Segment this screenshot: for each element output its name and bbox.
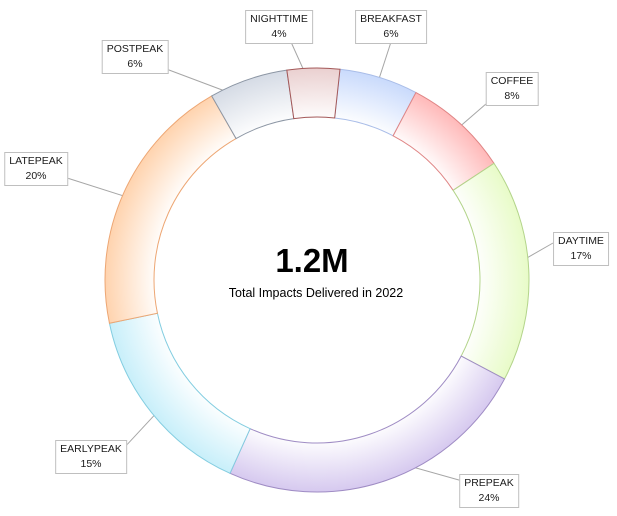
center-total-value: 1.2M (275, 242, 349, 279)
slice-daytime (452, 162, 530, 380)
slice-earlypeak (108, 312, 251, 475)
callout-label: PREPEAK (464, 477, 514, 489)
callout-percent: 6% (127, 58, 143, 70)
slice-latepeak (104, 95, 237, 324)
slice-prepeak (229, 355, 506, 493)
slice-nighttime (286, 67, 341, 120)
callout-percent: 4% (271, 28, 287, 40)
callout-percent: 15% (80, 458, 102, 470)
callout-label: BREAKFAST (360, 13, 422, 25)
callout-label: EARLYPEAK (60, 443, 122, 455)
callout-label: DAYTIME (558, 235, 604, 247)
callout-coffee: COFFEE 8% (485, 72, 539, 106)
callout-breakfast: BREAKFAST 6% (355, 10, 427, 44)
callout-daytime: DAYTIME 17% (553, 232, 609, 266)
callout-percent: 17% (570, 250, 592, 262)
callout-postpeak: POSTPEAK 6% (101, 40, 169, 74)
callout-earlypeak: EARLYPEAK 15% (55, 440, 127, 474)
callout-percent: 6% (383, 28, 399, 40)
callout-label: NIGHTTIME (250, 13, 308, 25)
callout-nighttime: NIGHTTIME 4% (245, 10, 313, 44)
callout-prepeak: PREPEAK 24% (459, 474, 519, 508)
callout-percent: 8% (504, 90, 520, 102)
center-caption: Total Impacts Delivered in 2022 (228, 286, 404, 300)
callout-label: COFFEE (490, 75, 534, 87)
callout-percent: 24% (478, 492, 500, 504)
callout-percent: 20% (25, 170, 47, 182)
callout-label: LATEPEAK (9, 155, 63, 167)
callout-latepeak: LATEPEAK 20% (4, 152, 68, 186)
callout-label: POSTPEAK (106, 43, 164, 55)
